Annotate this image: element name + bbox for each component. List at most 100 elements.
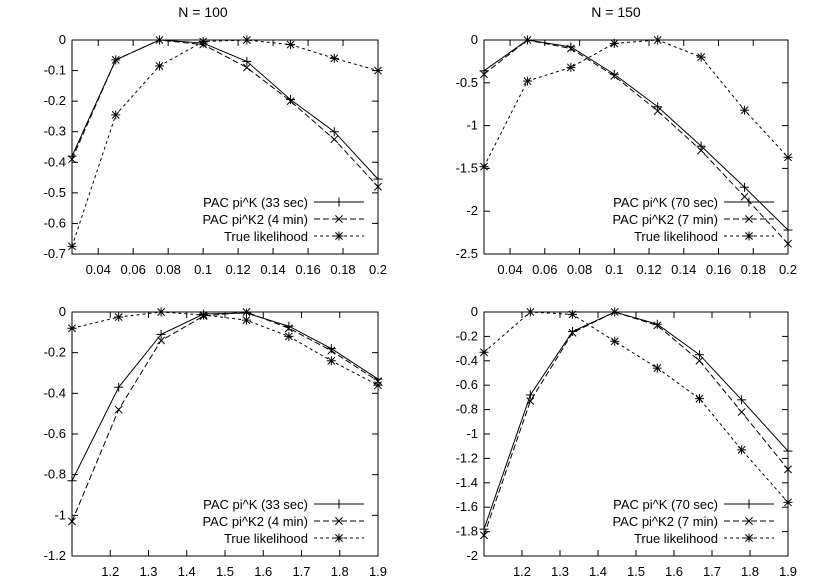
chart-1: 0 -0.1 -0.2 -0.3 -0.4 -0.5 -0.6 -0.7 0.04 0.06 0.0…	[44, 32, 387, 277]
y-tick-label: -0.2	[44, 345, 66, 360]
series-line-1	[483, 311, 789, 530]
data-point	[373, 174, 383, 184]
data-point	[783, 497, 793, 507]
data-point	[696, 141, 706, 151]
data-point	[329, 53, 339, 63]
y-tick-label: -0.8	[44, 467, 66, 482]
x-tick-label: 1.7	[703, 564, 721, 579]
x-tick-label: 1.3	[551, 564, 569, 579]
data-point	[374, 182, 382, 191]
legend-marker	[334, 499, 344, 509]
x-tick-label: 0.06	[121, 262, 146, 277]
data-point	[114, 382, 124, 392]
x-tick-label: 1.6	[254, 564, 272, 579]
data-point	[526, 397, 535, 406]
x-tick-label: 1.4	[589, 564, 607, 579]
data-point	[523, 36, 532, 44]
x-tick-label: 0.06	[532, 262, 557, 277]
legend-marker	[744, 231, 754, 241]
y-tick-label: -2	[466, 203, 478, 218]
data-point	[154, 61, 164, 71]
data-point	[653, 321, 662, 330]
legend-label: True likelihood	[634, 531, 718, 546]
data-point	[67, 241, 77, 251]
series-line-2	[483, 311, 789, 536]
data-point	[783, 225, 793, 235]
data-point	[156, 329, 166, 339]
data-point	[525, 307, 535, 317]
series-line-1	[71, 39, 379, 180]
y-tick-label: -0.2	[456, 328, 478, 343]
data-point	[199, 310, 209, 320]
x-tick-label: 0.04	[497, 262, 522, 277]
y-tick-label: -1.8	[456, 524, 478, 539]
x-tick-label: 1.4	[178, 564, 196, 579]
legend-marker	[744, 499, 754, 509]
x-tick-label: 1.8	[741, 564, 759, 579]
data-point	[242, 308, 251, 316]
legend-label: True likelihood	[634, 229, 718, 244]
x-tick-label: 0.14	[671, 262, 696, 277]
x-tick-label: 1.8	[331, 564, 349, 579]
data-point	[326, 356, 336, 366]
data-point	[155, 36, 164, 44]
x-tick-label: 0.16	[295, 262, 320, 277]
x-tick-label: 1.6	[665, 564, 683, 579]
data-point	[784, 239, 792, 248]
data-point	[68, 155, 76, 164]
data-point	[694, 350, 704, 360]
legend-label: PAC pi^K2 (4 min)	[202, 514, 308, 529]
legend-label: True likelihood	[224, 229, 308, 244]
data-point	[242, 63, 251, 72]
chart-2: 0 -0.5 -1 -1.5 -2 -2.5 0.04 0.06 0.08 0.1 0.12 0.14…	[456, 32, 797, 277]
legend-marker	[334, 533, 344, 543]
y-tick-label: -1.2	[456, 450, 478, 465]
data-point	[566, 42, 576, 52]
data-point	[68, 517, 76, 526]
y-tick-label: -1.2	[44, 548, 66, 563]
x-tick-label: 0.12	[225, 262, 250, 277]
data-point	[156, 307, 166, 317]
data-point	[695, 356, 704, 365]
data-point	[111, 55, 120, 64]
series-line-3	[483, 39, 789, 167]
data-point	[286, 40, 296, 50]
data-point	[326, 344, 336, 354]
data-point	[111, 110, 121, 120]
chart-title-left: N = 100	[178, 4, 228, 20]
data-point	[783, 446, 793, 456]
x-tick-label: 0.1	[605, 262, 623, 277]
legend-marker	[744, 197, 754, 207]
data-point	[610, 308, 619, 316]
chart-title-right: N = 150	[591, 4, 641, 20]
data-point	[286, 95, 296, 105]
series-line-3	[71, 39, 379, 247]
legend-marker	[334, 231, 344, 241]
x-tick-label: 1.5	[216, 564, 234, 579]
y-tick-label: -0.8	[456, 402, 478, 417]
y-tick-label: -0.6	[44, 426, 66, 441]
y-tick-label: -0.7	[44, 246, 66, 261]
y-tick-label: -2.5	[456, 246, 478, 261]
y-tick-label: 0	[59, 32, 66, 47]
x-tick-label: 1.9	[369, 564, 387, 579]
data-point	[740, 182, 750, 192]
series-line-2	[483, 39, 789, 245]
x-tick-label: 0.18	[741, 262, 766, 277]
data-point	[157, 336, 166, 345]
data-point	[783, 152, 793, 162]
data-point	[479, 347, 489, 357]
y-tick-label: -0.5	[44, 185, 66, 200]
series-line-1	[483, 39, 789, 231]
data-point	[522, 76, 532, 86]
x-tick-label: 0.08	[156, 262, 181, 277]
x-tick-label: 0.2	[369, 262, 387, 277]
data-point	[697, 146, 706, 155]
chart-4: 0 -0.2 -0.4 -0.6 -0.8 -1 -1.2 -1.4 -1.6 -1.8 -2 1.2…	[456, 304, 797, 579]
data-point	[284, 331, 294, 341]
data-point	[525, 390, 535, 400]
y-tick-label: -1	[466, 426, 478, 441]
data-point	[373, 66, 383, 76]
